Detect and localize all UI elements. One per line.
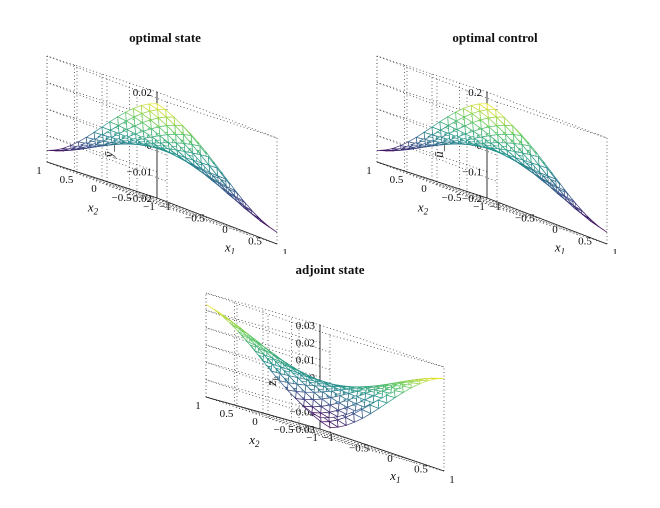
z-tick-label: 0.03 bbox=[296, 320, 316, 332]
y-tick-label: 1 bbox=[195, 400, 201, 412]
mesh-facet bbox=[486, 102, 497, 111]
y-tick-label: 1 bbox=[36, 165, 42, 177]
x-axis-label: x1 bbox=[389, 468, 400, 485]
z-tick-label: −0.03 bbox=[290, 424, 316, 436]
surface-mesh bbox=[205, 304, 445, 429]
mesh-facet bbox=[260, 220, 270, 228]
y-tick-label: −1 bbox=[473, 201, 485, 213]
mesh-facet bbox=[294, 398, 305, 407]
chart-title: adjoint state bbox=[295, 262, 365, 277]
y-axis-label: x2 bbox=[417, 200, 429, 217]
x-tick-label: 1 bbox=[612, 247, 618, 254]
mesh-facet bbox=[426, 377, 437, 380]
surface-mesh bbox=[376, 102, 608, 233]
chart-optimal-control: optimal control −0.2−0.100.10.2−1−1−0.5−… bbox=[330, 0, 660, 254]
chart-title: optimal state bbox=[129, 30, 201, 45]
mesh-facet bbox=[495, 108, 506, 118]
x-tick-label: 0 bbox=[387, 453, 393, 465]
y-tick-label: 0.5 bbox=[220, 408, 234, 420]
z-tick-label: −0.1 bbox=[462, 167, 482, 179]
y-tick-label: 1 bbox=[366, 165, 372, 177]
x-tick-label: −1 bbox=[489, 201, 501, 213]
x-tick-label: −0.5 bbox=[349, 443, 369, 455]
z-tick-label: −0.01 bbox=[127, 167, 152, 179]
x-tick-label: 1 bbox=[282, 247, 288, 254]
z-tick-label: 0.2 bbox=[468, 87, 482, 99]
chart-adjoint-state: adjoint state −0.03−0.02−0.0100.010.020.… bbox=[165, 254, 495, 508]
x-tick-label: −1 bbox=[159, 201, 171, 213]
mesh-facet bbox=[512, 124, 523, 137]
x-tick-label: −0.5 bbox=[185, 213, 205, 225]
x-tick-label: 0.5 bbox=[248, 236, 262, 248]
x-tick-label: 0.5 bbox=[578, 236, 592, 248]
tick-labels: −0.2−0.100.10.2−1−1−0.5−0.5000.50.511x1x… bbox=[366, 87, 618, 254]
chart-optimal-state: optimal state −0.02−0.0100.010.02−1−1−0.… bbox=[0, 0, 330, 254]
y-tick-label: 0 bbox=[91, 183, 97, 195]
y-tick-label: 0.5 bbox=[390, 174, 404, 186]
mesh-facet bbox=[434, 377, 445, 380]
mesh-facet bbox=[205, 304, 216, 311]
y-tick-label: −0.5 bbox=[274, 424, 294, 436]
x-tick-label: 0.5 bbox=[414, 464, 428, 476]
x-tick-label: 1 bbox=[449, 474, 455, 486]
mesh-facet bbox=[182, 124, 193, 137]
mesh-facet bbox=[319, 421, 331, 429]
x-axis-label: x1 bbox=[554, 239, 565, 254]
z-tick-label: −0.2 bbox=[462, 193, 482, 205]
y-axis-label: x2 bbox=[248, 432, 260, 449]
surface-plot: −0.03−0.02−0.0100.010.020.03−1−1−0.5−0.5… bbox=[195, 292, 455, 486]
surface-plot: −0.2−0.100.10.2−1−1−0.5−0.5000.50.511x1x… bbox=[366, 55, 618, 254]
mesh-facet bbox=[173, 116, 184, 127]
mesh-facet bbox=[503, 116, 514, 127]
tick-labels: −0.03−0.02−0.0100.010.020.03−1−1−0.5−0.5… bbox=[195, 320, 455, 486]
mesh-facet bbox=[268, 226, 278, 233]
y-tick-label: 0.5 bbox=[60, 174, 74, 186]
y-tick-label: −1 bbox=[306, 432, 318, 444]
y-tick-label: −0.5 bbox=[442, 192, 462, 204]
z-tick-label: 0.02 bbox=[133, 87, 152, 99]
z-tick-label: 0.01 bbox=[296, 355, 315, 367]
y-tick-label: 0 bbox=[421, 183, 427, 195]
mesh-facet bbox=[376, 149, 387, 152]
mesh-facet bbox=[590, 220, 600, 228]
z-tick-label: −0.02 bbox=[127, 193, 152, 205]
y-tick-label: −1 bbox=[143, 201, 155, 213]
surface-mesh bbox=[46, 102, 278, 233]
x-tick-label: 0 bbox=[222, 224, 228, 236]
y-axis-label: x2 bbox=[87, 200, 99, 217]
mesh-facet bbox=[165, 108, 176, 118]
surface-plot: −0.02−0.0100.010.02−1−1−0.5−0.5000.50.51… bbox=[36, 55, 288, 254]
z-axis-label: z̄h bbox=[264, 376, 281, 387]
y-tick-label: −0.5 bbox=[112, 192, 132, 204]
z-tick-label: 0.02 bbox=[296, 337, 315, 349]
chart-title: optimal control bbox=[452, 30, 538, 45]
x-tick-label: 0 bbox=[552, 224, 558, 236]
y-tick-label: 0 bbox=[252, 416, 258, 428]
x-tick-label: −0.5 bbox=[515, 213, 535, 225]
mesh-facet bbox=[156, 102, 167, 111]
mesh-facet bbox=[598, 226, 608, 233]
x-axis-label: x1 bbox=[224, 239, 235, 254]
mesh-facet bbox=[46, 149, 57, 152]
x-tick-label: −1 bbox=[322, 432, 334, 444]
